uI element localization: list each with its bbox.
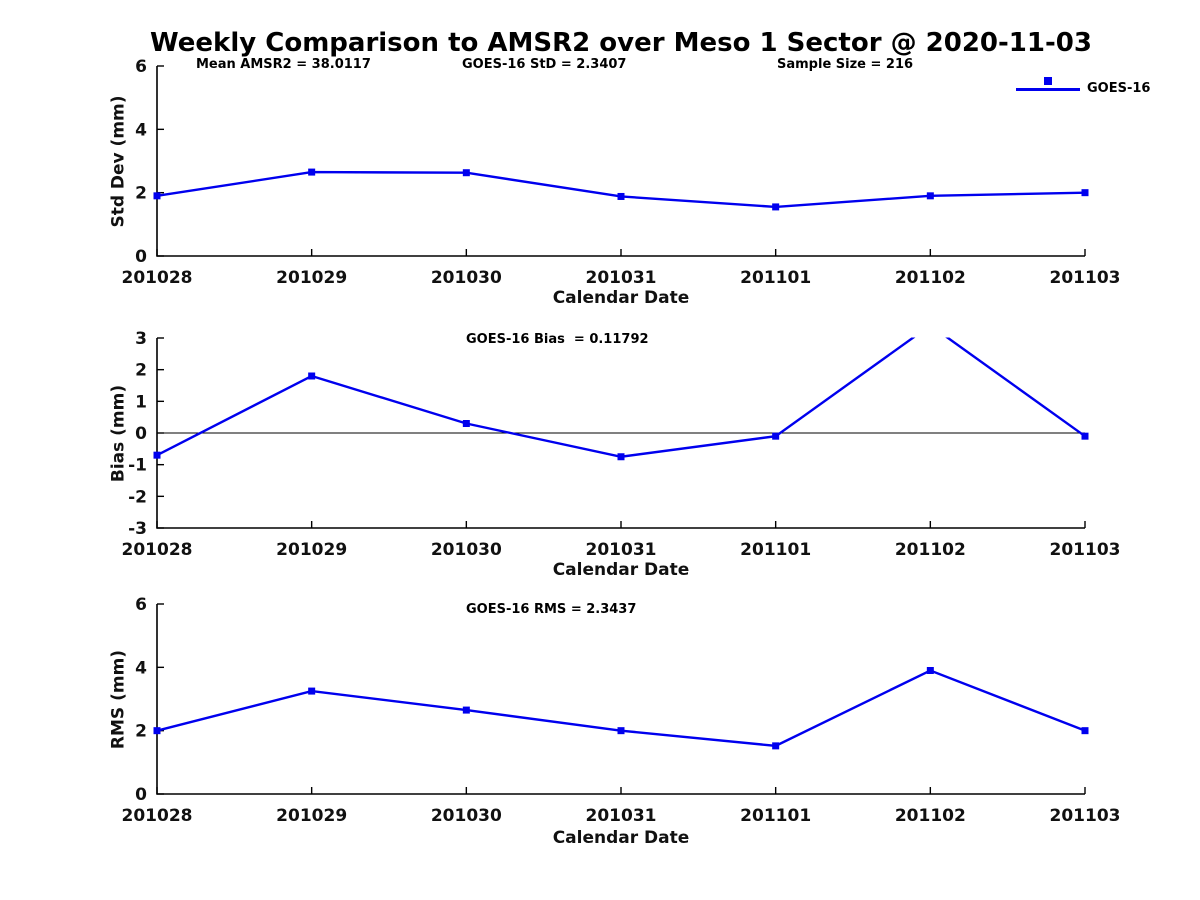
- bias-ytick-label: -1: [128, 456, 147, 476]
- xlabel-calendar-date-bottom: Calendar Date: [552, 828, 690, 848]
- rms-marker: [772, 742, 780, 750]
- rms-xtick-label: 201102: [895, 806, 966, 826]
- std-dev-series-line: [156, 170, 1086, 209]
- rms-xtick-label: 201028: [122, 806, 193, 826]
- std-dev-marker: [772, 203, 780, 211]
- rms-plot: 0 2 4 6 201028 201029 201030 201031 201101 201102…: [122, 595, 1121, 826]
- bias-ytick-label: 3: [135, 329, 147, 349]
- rms-marker: [617, 727, 625, 735]
- std-dev-xtick-label: 201102: [895, 268, 966, 288]
- rms-ytick-label: 6: [135, 595, 147, 615]
- bias-marker: [153, 451, 161, 459]
- bias-xtick-label: 201103: [1050, 540, 1121, 560]
- bias-xtick-label: 201031: [586, 540, 657, 560]
- std-dev-marker: [926, 192, 934, 200]
- bias-marker: [1081, 432, 1089, 440]
- rms-ytick-label: 0: [135, 785, 147, 805]
- std-dev-axes: [156, 66, 1085, 257]
- rms-xtick-label: 201103: [1050, 806, 1121, 826]
- xlabel-calendar-date-middle: Calendar Date: [552, 560, 690, 580]
- legend-label: GOES-16: [1087, 81, 1151, 96]
- rms-xtick-label: 201101: [740, 806, 811, 826]
- bias-xtick-label: 201101: [740, 540, 811, 560]
- std-dev-xtick-label: 201028: [122, 268, 193, 288]
- rms-series-line: [156, 669, 1086, 748]
- bias-marker: [772, 432, 780, 440]
- rms-marker: [926, 667, 934, 674]
- rms-marker: [462, 706, 470, 714]
- annotation-goes16-bias: GOES-16 Bias = 0.11792: [466, 332, 649, 347]
- legend: GOES-16: [1016, 77, 1186, 98]
- legend-line-sample: [1016, 88, 1080, 91]
- xlabel-calendar-date-top: Calendar Date: [552, 288, 690, 308]
- annotation-sample-size: Sample Size = 216: [777, 57, 914, 72]
- legend-square-marker-icon: [1044, 77, 1052, 85]
- bias-ytick-label: 2: [135, 361, 147, 381]
- std-dev-marker: [462, 169, 470, 177]
- annotation-goes16-rms: GOES-16 RMS = 2.3437: [466, 602, 637, 617]
- std-dev-plot: 0 2 4 6 201028 201029 201030 201031 201101 201102…: [122, 57, 1121, 288]
- std-dev-xtick-label: 201029: [276, 268, 347, 288]
- std-dev-xtick-label: 201031: [586, 268, 657, 288]
- rms-xtick-label: 201029: [276, 806, 347, 826]
- std-dev-ytick-label: 6: [135, 57, 147, 77]
- std-dev-marker: [308, 168, 316, 176]
- bias-ytick-label: 1: [135, 392, 147, 412]
- annotation-mean-amsr2: Mean AMSR2 = 38.0117: [196, 57, 371, 72]
- bias-marker: [462, 420, 470, 427]
- std-dev-ytick-label: 2: [135, 184, 147, 204]
- std-dev-xtick-label: 201101: [740, 268, 811, 288]
- rms-marker: [1081, 727, 1089, 735]
- std-dev-ytick-label: 4: [135, 120, 147, 140]
- rms-xtick-label: 201031: [586, 806, 657, 826]
- bias-xtick-label: 201028: [122, 540, 193, 560]
- bias-xtick-label: 201030: [431, 540, 502, 560]
- bias-marker: [617, 453, 625, 461]
- figure-title: Weekly Comparison to AMSR2 over Meso 1 S…: [150, 28, 1092, 58]
- std-dev-marker: [1081, 189, 1089, 197]
- std-dev-ytick-label: 0: [135, 247, 147, 267]
- bias-ytick-label: 0: [135, 424, 147, 444]
- std-dev-marker: [617, 192, 625, 200]
- std-dev-marker: [153, 192, 161, 200]
- annotation-goes16-std: GOES-16 StD = 2.3407: [462, 57, 627, 72]
- rms-ytick-label: 4: [135, 658, 147, 678]
- bias-ytick-label: -3: [128, 519, 147, 539]
- bias-marker: [308, 372, 316, 380]
- bias-plot: -3 -2 -1 0 1 2 3 201028 201029 201030 201031 201101…: [122, 329, 1121, 560]
- std-dev-xtick-label: 201103: [1050, 268, 1121, 288]
- bias-xtick-label: 201029: [276, 540, 347, 560]
- rms-ytick-label: 2: [135, 722, 147, 742]
- bias-xtick-label: 201102: [895, 540, 966, 560]
- rms-axes: [156, 604, 1085, 795]
- std-dev-xtick-label: 201030: [431, 268, 502, 288]
- rms-xtick-label: 201030: [431, 806, 502, 826]
- rms-marker: [153, 727, 161, 735]
- bias-ytick-label: -2: [128, 487, 147, 507]
- rms-marker: [308, 687, 316, 695]
- bias-series-line: [156, 337, 1086, 458]
